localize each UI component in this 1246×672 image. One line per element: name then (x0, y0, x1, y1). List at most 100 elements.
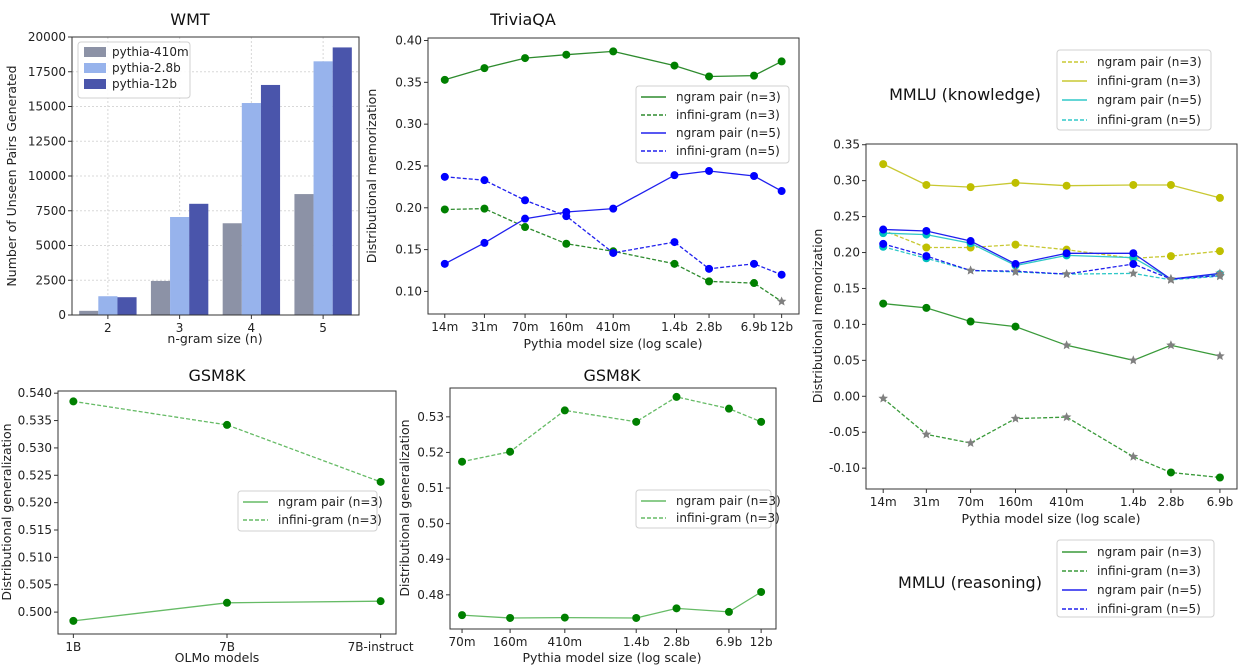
chart-gsmR: 0.48 0.49 0.50 0.51 0.52 0.53 70m 160m 410m 1.4b 2… (397, 366, 781, 665)
data-point (670, 171, 679, 180)
legend-swatch (84, 63, 106, 73)
y-tick-label: 0.35 (833, 138, 860, 152)
y-tick-label: 0.20 (395, 201, 422, 215)
legend-label: ngram pair (n=3) (1097, 545, 1202, 559)
x-tick-label: 70m (512, 320, 539, 334)
x-tick-label: 70m (449, 635, 476, 649)
y-tick-label: 0.15 (395, 243, 422, 257)
y-axis-label: Distributional memorization (364, 89, 379, 264)
plot-frame (449, 387, 777, 630)
data-point (521, 223, 530, 232)
data-point (376, 477, 385, 486)
y-tick-label: 0.530 (18, 441, 52, 455)
x-axis-label: n-gram size (n) (167, 331, 262, 346)
data-point (1062, 249, 1071, 258)
data-point (879, 225, 888, 234)
y-tick-label: 0.510 (18, 550, 52, 564)
data-point (922, 180, 931, 189)
bar-pythia-410m-4 (222, 223, 242, 315)
x-tick-label: 14m (870, 495, 897, 509)
y-tick-label: 20000 (28, 30, 66, 44)
y-tick-label: 0.25 (395, 159, 422, 173)
y-tick-label: 0.49 (417, 552, 444, 566)
data-point (440, 259, 449, 268)
data-point-star (776, 296, 787, 306)
bar-pythia-2.8b-3 (170, 217, 190, 315)
x-tick-label: 12b (770, 320, 793, 334)
data-point (1215, 193, 1224, 202)
data-point (1129, 180, 1138, 189)
legend-box (635, 489, 772, 529)
legend-box (1056, 49, 1212, 131)
data-point-star (1166, 274, 1176, 284)
data-point-star (921, 429, 932, 439)
y-tick-label: 0.52 (417, 445, 444, 459)
y-tick-label: 0.520 (18, 496, 52, 510)
y-tick-label: 0.500 (18, 605, 52, 619)
y-tick-label: 0.25 (833, 210, 860, 224)
x-tick-label: 70m (957, 495, 984, 509)
x-tick-label: 410m (548, 635, 583, 649)
data-point (1215, 473, 1224, 482)
legend-label: infini-gram (n=3) (1097, 564, 1201, 578)
legend-label: ngram pair (n=5) (676, 126, 781, 140)
legend-label: infini-gram (n=3) (676, 511, 780, 525)
data-point (777, 270, 786, 279)
y-tick-label: 0.10 (395, 284, 422, 298)
bar-pythia-2.8b-5 (313, 61, 333, 316)
data-point-star (965, 438, 976, 447)
bar-pythia-2.8b-4 (241, 103, 261, 316)
bar-pythia-12b-5 (332, 47, 352, 316)
chart-title: GSM8K (583, 366, 641, 385)
data-point (562, 239, 571, 248)
data-point (966, 317, 975, 326)
data-point (705, 166, 714, 175)
plot-frame (865, 143, 1238, 490)
data-point-star (1215, 351, 1225, 361)
legend-label: infini-gram (n=3) (278, 513, 382, 527)
data-point (480, 64, 489, 73)
data-point (922, 226, 931, 235)
data-point (1166, 252, 1175, 261)
y-tick-label: 0.50 (417, 517, 444, 531)
y-tick-label: 0.20 (833, 246, 860, 260)
data-point (480, 238, 489, 247)
chart-trivia: 0.10 0.15 0.20 0.25 0.30 0.35 0.40 14m 31m 70m 160… (364, 10, 800, 351)
legend-label: infini-gram (n=5) (676, 144, 780, 158)
data-point (560, 406, 569, 415)
data-point (506, 447, 515, 456)
y-axis-label: Number of Unseen Pairs Generated (4, 65, 19, 286)
data-point (879, 299, 888, 308)
data-point (750, 172, 759, 180)
x-tick-label: 2 (104, 321, 112, 335)
data-point (705, 277, 714, 286)
data-point (1215, 247, 1224, 256)
legend-swatch (84, 47, 106, 57)
data-point (506, 613, 515, 622)
data-point (670, 259, 679, 268)
data-point (724, 607, 733, 616)
y-tick-label: 10000 (28, 169, 66, 183)
x-tick-label: 31m (913, 495, 940, 509)
data-point (1166, 468, 1175, 477)
legend-label: infini-gram (n=5) (1097, 602, 1201, 616)
y-tick-label: 0.48 (417, 588, 444, 602)
data-point (609, 204, 618, 213)
data-point (521, 196, 530, 205)
legend-box (237, 490, 378, 532)
data-point (440, 205, 449, 214)
bar-pythia-410m-2 (79, 310, 99, 315)
x-axis-label: Pythia model size (log scale) (962, 511, 1141, 526)
data-point (672, 392, 681, 401)
data-point (750, 259, 759, 268)
legend-label: pythia-410m (112, 45, 189, 59)
series-line (883, 243, 1220, 280)
y-tick-label: 0.505 (18, 578, 52, 592)
legend-box (1056, 539, 1215, 618)
x-tick-label: 5 (319, 321, 327, 335)
data-point (922, 243, 931, 252)
x-tick-label: 6.9b (741, 320, 768, 334)
series-line (882, 163, 1221, 199)
data-point (879, 239, 888, 248)
chart-mmlu: -0.10 -0.05 0.00 0.05 0.10 0.15 0.20 0.25 0.30 0.… (810, 49, 1238, 618)
